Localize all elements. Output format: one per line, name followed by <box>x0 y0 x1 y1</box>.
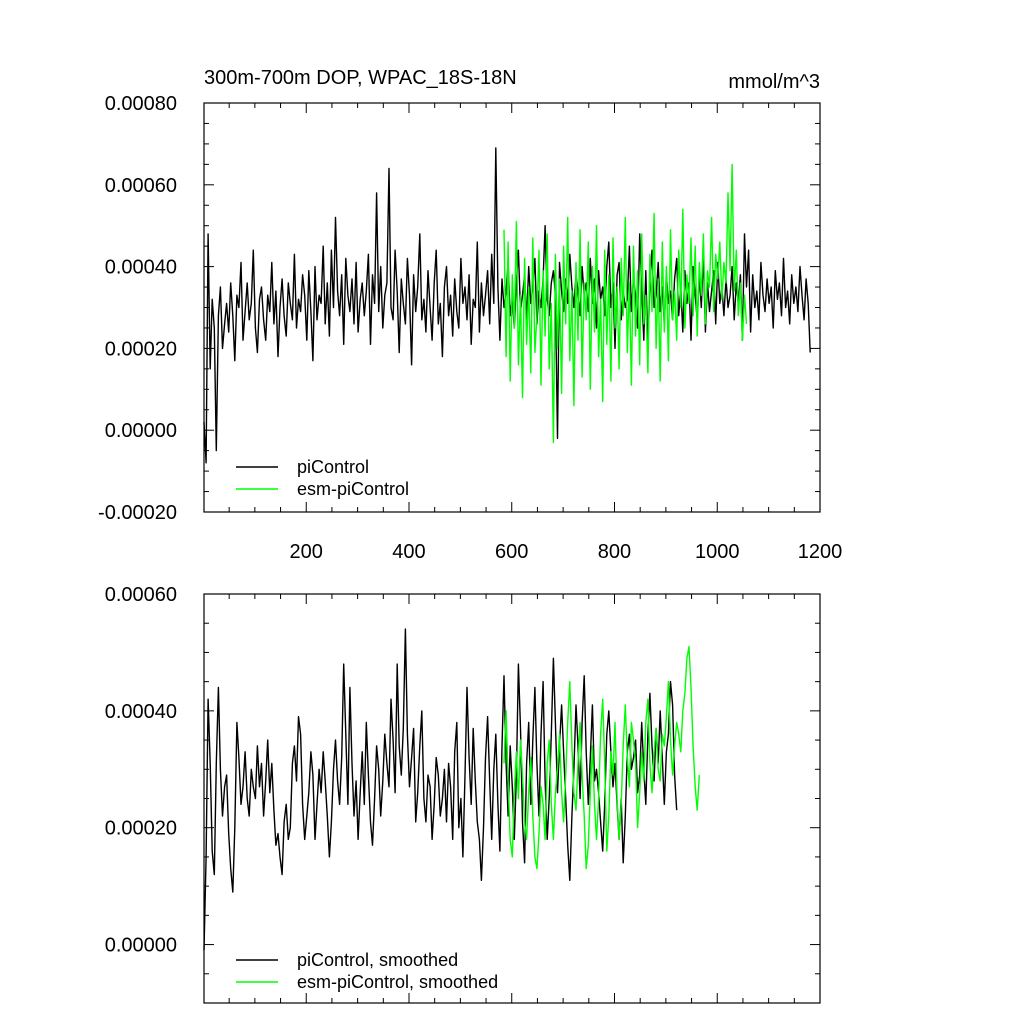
top-y-tick-labels: -0.00020 0.00000 0.00020 0.00040 0.00060 0.00… <box>98 93 177 524</box>
series-line-esm-picontrol <box>503 163 748 444</box>
series-line-picontrol-smoothed <box>203 628 678 951</box>
y-tick-label: 0.00000 <box>105 420 177 442</box>
bottom-axis-ticks <box>204 593 821 1004</box>
top-plot-frame <box>203 102 821 513</box>
top-series <box>203 147 811 464</box>
bottom-y-tick-labels: 0.00000 0.00020 0.00040 0.00060 <box>105 584 177 957</box>
top-panel: 300m-700m DOP, WPAC_18S-18N mmol/m^3 -0.… <box>98 67 842 563</box>
legend-label-esm-picontrol-smoothed: esm-piControl, smoothed <box>297 972 498 992</box>
bottom-legend: piControl, smoothed esm-piControl, smoot… <box>236 950 498 992</box>
x-tick-label: 800 <box>598 541 631 563</box>
y-tick-label: -0.00020 <box>98 502 177 524</box>
y-tick-label: 0.00060 <box>105 584 177 606</box>
x-tick-label: 600 <box>495 541 528 563</box>
legend-label-picontrol: piControl <box>297 457 369 477</box>
legend-label-esm-picontrol: esm-piControl <box>297 479 409 499</box>
series-line-esm-picontrol-smoothed <box>503 645 700 870</box>
chart-title: 300m-700m DOP, WPAC_18S-18N <box>204 67 517 89</box>
x-tick-label: 400 <box>392 541 425 563</box>
x-tick-label: 1200 <box>798 541 843 563</box>
top-legend: piControl esm-piControl <box>236 457 409 499</box>
x-tick-label: 200 <box>290 541 323 563</box>
y-tick-label: 0.00000 <box>105 935 177 957</box>
legend-label-picontrol-smoothed: piControl, smoothed <box>297 950 458 970</box>
units-label: mmol/m^3 <box>728 71 820 93</box>
bottom-plot-frame <box>203 593 821 1004</box>
bottom-series <box>203 628 700 951</box>
y-tick-label: 0.00040 <box>105 701 177 723</box>
y-tick-label: 0.00080 <box>105 93 177 115</box>
y-tick-label: 0.00040 <box>105 257 177 279</box>
top-x-tick-labels: 200 400 600 800 1000 1200 <box>290 541 843 563</box>
y-tick-label: 0.00020 <box>105 338 177 360</box>
x-tick-label: 1000 <box>695 541 740 563</box>
y-tick-label: 0.00060 <box>105 175 177 197</box>
y-tick-label: 0.00020 <box>105 818 177 840</box>
bottom-panel: 0.00000 0.00020 0.00040 0.00060 piControl, … <box>105 584 821 1004</box>
